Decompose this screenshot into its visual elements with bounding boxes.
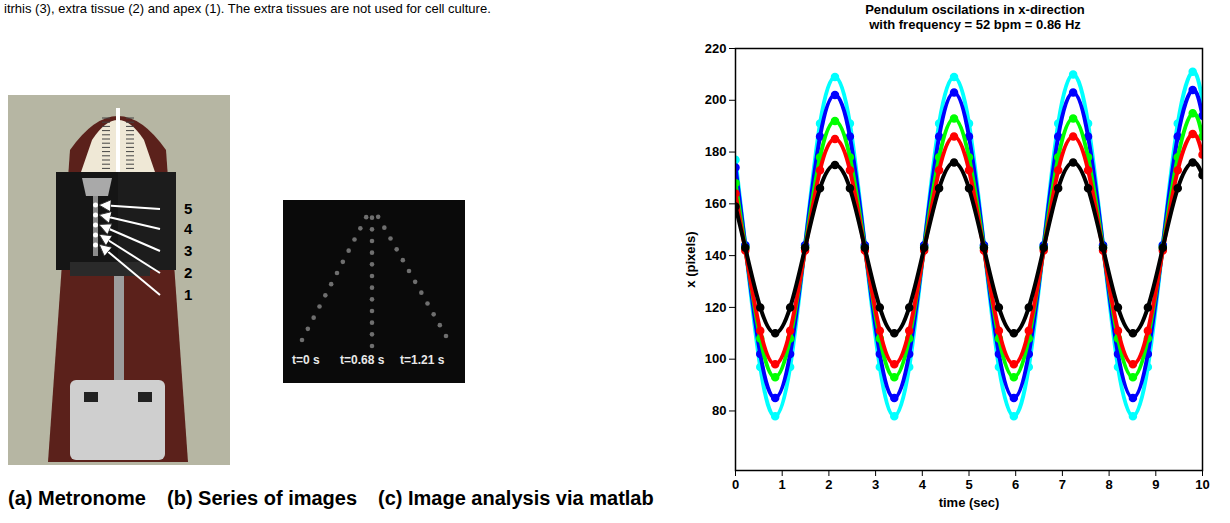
svg-text:9: 9 [1152,477,1159,492]
svg-text:0: 0 [732,477,739,492]
svg-text:200: 200 [705,92,727,107]
svg-text:5: 5 [965,477,972,492]
svg-text:4: 4 [184,220,193,237]
svg-text:180: 180 [705,144,727,159]
svg-text:140: 140 [705,248,727,263]
svg-text:120: 120 [705,300,727,315]
svg-text:8: 8 [1105,477,1112,492]
svg-text:220: 220 [705,41,727,56]
svg-text:3: 3 [184,242,192,259]
svg-text:80: 80 [712,403,726,418]
svg-text:4: 4 [919,477,927,492]
svg-text:t=0 s: t=0 s [292,353,320,367]
svg-text:1: 1 [779,477,786,492]
svg-text:160: 160 [705,196,727,211]
svg-text:7: 7 [1059,477,1066,492]
html-text:with frequency = 52 bpm = 0.86: with frequency = 52 bpm = 0.86 Hz [869,17,1081,32]
svg-text:t=1.21 s: t=1.21 s [400,353,445,367]
svg-text:3: 3 [872,477,879,492]
svg-text:1: 1 [184,286,192,303]
svg-text:6: 6 [1012,477,1019,492]
html-text:(a) Metronome: (a) Metronome [8,487,146,509]
svg-text:x (pixels): x (pixels) [683,231,698,287]
svg-text:5: 5 [184,200,192,217]
svg-text:2: 2 [825,477,832,492]
svg-text:10: 10 [1195,477,1209,492]
html-text:Pendulum oscilations in x-dire: Pendulum oscilations in x-direction [865,2,1085,17]
svg-text:time (sec): time (sec) [939,495,1000,510]
svg-text:t=0.68 s: t=0.68 s [340,353,385,367]
html-text:(c) Image analysis via matlab: (c) Image analysis via matlab [378,487,654,509]
html-text:itrhis (3), extra tissue (2) a: itrhis (3), extra tissue (2) and apex (1… [4,1,491,16]
svg-text:100: 100 [705,351,727,366]
svg-text:2: 2 [184,264,192,281]
html-text:(b) Series of images: (b) Series of images [167,487,358,509]
